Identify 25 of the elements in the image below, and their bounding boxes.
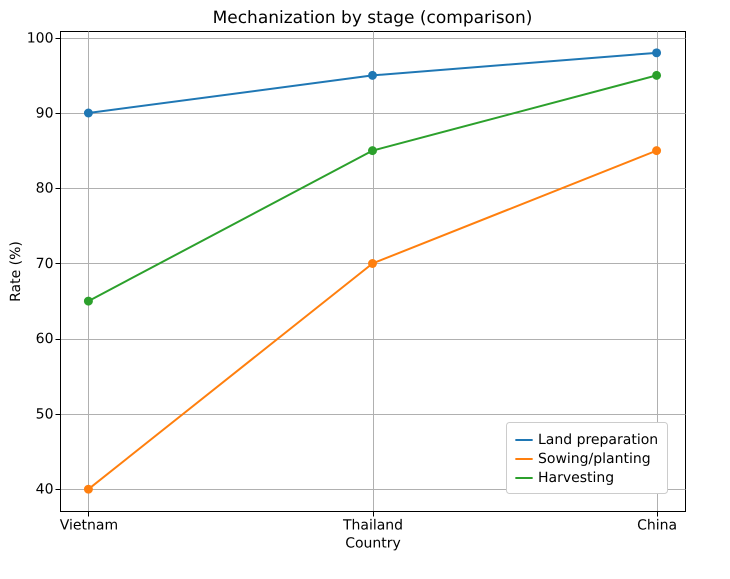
- y-tick-label: 40: [36, 482, 54, 498]
- y-tick-label: 100: [26, 30, 54, 46]
- x-tick-label: Thailand: [342, 518, 404, 534]
- legend-label: Harvesting: [538, 470, 614, 486]
- legend-label: Land preparation: [538, 432, 658, 448]
- point: [84, 108, 93, 118]
- x-tick-label: China: [637, 518, 678, 534]
- point: [368, 259, 377, 268]
- y-tick-label: 50: [36, 406, 54, 422]
- chart-title: Mechanization by stage (comparison): [212, 8, 532, 28]
- x-tick-label: Vietnam: [60, 518, 118, 534]
- point: [368, 146, 377, 156]
- x-axis-title: Country: [345, 536, 401, 552]
- y-tick-label: 60: [36, 331, 54, 348]
- point: [652, 48, 662, 58]
- y-tick-label: 80: [36, 180, 54, 197]
- y-tick-label: 90: [36, 106, 54, 122]
- point: [652, 146, 662, 156]
- legend-label: Sowing/planting: [538, 451, 651, 467]
- point: [84, 296, 93, 306]
- y-axis-title: Rate (%): [8, 241, 24, 302]
- y-tick-label: 70: [36, 256, 54, 272]
- point: [84, 484, 93, 494]
- point: [652, 70, 662, 80]
- point: [368, 70, 377, 80]
